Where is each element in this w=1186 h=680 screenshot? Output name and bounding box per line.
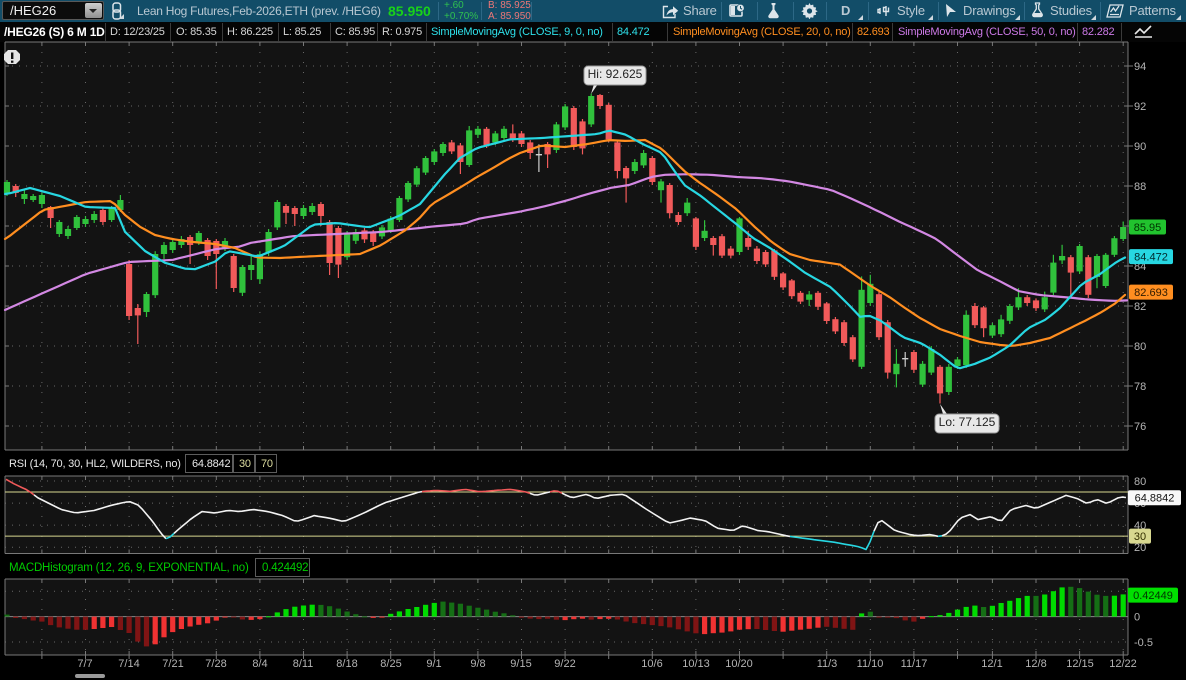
svg-text:11/17: 11/17 [901, 658, 928, 670]
svg-text:7/21: 7/21 [162, 658, 183, 670]
svg-text:9/8: 9/8 [470, 658, 485, 670]
svg-text:90: 90 [1134, 141, 1146, 153]
svg-text:-0.5: -0.5 [1134, 637, 1153, 649]
svg-text:8/4: 8/4 [252, 658, 267, 670]
svg-text:Lo: 77.125: Lo: 77.125 [939, 415, 996, 429]
svg-text:9/1: 9/1 [426, 658, 441, 670]
svg-text:92: 92 [1134, 101, 1146, 113]
svg-text:7/7: 7/7 [77, 658, 92, 670]
svg-text:12/22: 12/22 [1109, 658, 1137, 670]
svg-text:82: 82 [1134, 301, 1146, 313]
svg-text:12/1: 12/1 [981, 658, 1002, 670]
svg-text:11/10: 11/10 [857, 658, 884, 670]
svg-text:84.472: 84.472 [1134, 252, 1168, 264]
svg-text:8/18: 8/18 [336, 658, 357, 670]
svg-text:10/20: 10/20 [725, 658, 753, 670]
svg-text:20: 20 [1134, 542, 1146, 554]
svg-text:Hi: 92.625: Hi: 92.625 [588, 67, 643, 81]
svg-text:78: 78 [1134, 381, 1146, 393]
svg-text:9/15: 9/15 [510, 658, 531, 670]
svg-text:0.42449: 0.42449 [1133, 590, 1173, 602]
svg-text:8/25: 8/25 [380, 658, 401, 670]
svg-text:76: 76 [1134, 421, 1146, 433]
svg-text:8/11: 8/11 [293, 658, 314, 670]
svg-text:10/13: 10/13 [682, 658, 710, 670]
svg-text:9/22: 9/22 [554, 658, 575, 670]
svg-text:11/3: 11/3 [817, 658, 838, 670]
svg-text:0: 0 [1134, 612, 1140, 624]
svg-text:12/15: 12/15 [1066, 658, 1094, 670]
svg-text:82.693: 82.693 [1134, 287, 1168, 299]
svg-text:80: 80 [1134, 341, 1146, 353]
svg-text:85.95: 85.95 [1134, 222, 1162, 234]
svg-text:80: 80 [1134, 476, 1146, 488]
svg-text:88: 88 [1134, 181, 1146, 193]
svg-text:7/14: 7/14 [118, 658, 139, 670]
svg-text:10/6: 10/6 [641, 658, 662, 670]
svg-text:64.8842: 64.8842 [1135, 493, 1175, 505]
svg-text:30: 30 [1134, 531, 1146, 543]
svg-text:12/8: 12/8 [1025, 658, 1046, 670]
svg-text:7/28: 7/28 [205, 658, 226, 670]
svg-text:94: 94 [1134, 61, 1146, 73]
